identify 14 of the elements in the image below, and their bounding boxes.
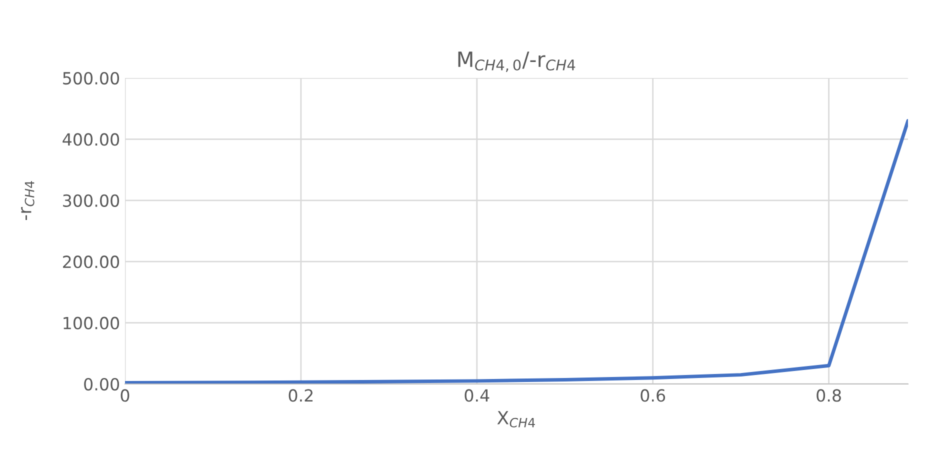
y-tick-label: 200.00 — [63, 256, 120, 268]
x-axis-title: X$_{CH4}$ — [497, 411, 535, 428]
y-axis-title: -r$_{CH4}$ — [21, 181, 34, 220]
x-tick-label: 0.6 — [640, 389, 666, 402]
x-tick-label: 0.2 — [288, 389, 313, 402]
y-tick-label: 300.00 — [63, 194, 120, 207]
x-tick-label: 0.4 — [464, 389, 490, 402]
y-tick-label: 100.00 — [64, 316, 120, 330]
y-tick-label: 0.00 — [84, 378, 120, 391]
chart-title: M$_{CH4,0}$/-r$_{CH4}$ — [458, 52, 576, 72]
y-tick-label: 400.00 — [62, 133, 120, 146]
x-tick-label: 0 — [120, 389, 130, 402]
y-tick-label: 500.00 — [63, 72, 120, 85]
x-tick-label: 0.8 — [816, 389, 841, 402]
